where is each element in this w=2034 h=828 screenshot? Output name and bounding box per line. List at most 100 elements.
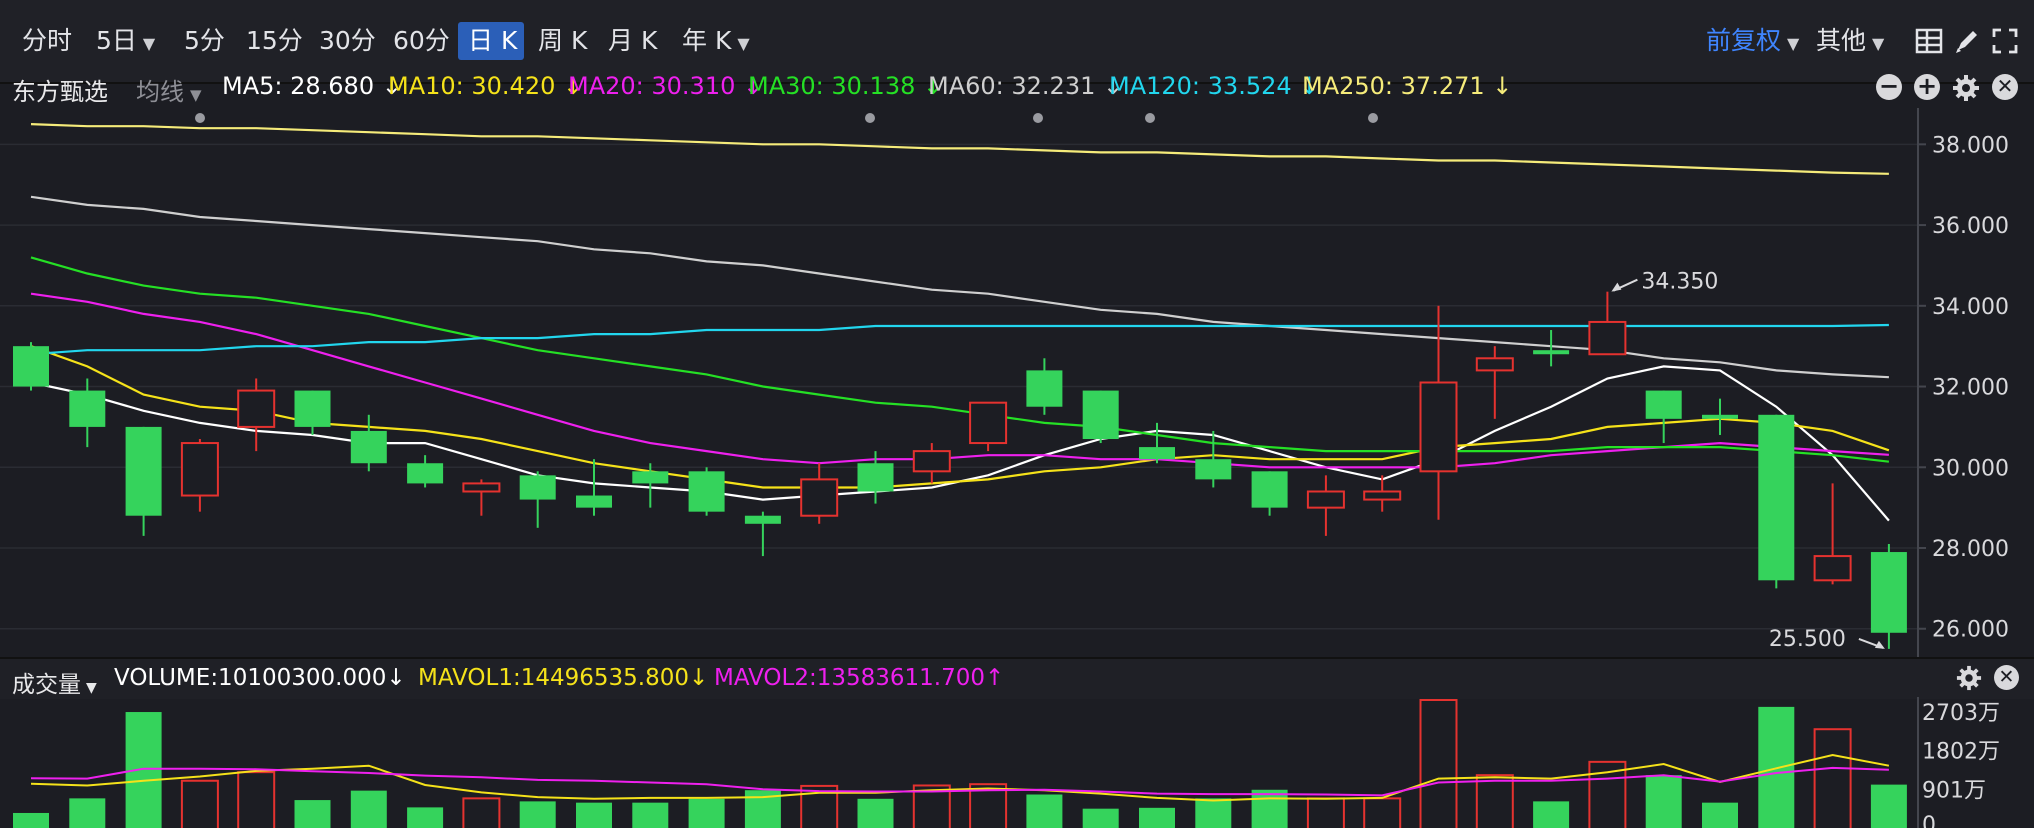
ma20-line xyxy=(30,292,1889,469)
volume-tick-label: 0 xyxy=(1922,813,1936,828)
candle-body xyxy=(125,426,162,516)
ma30-line xyxy=(30,256,1890,463)
volume-tick-label: 2703万 xyxy=(1922,701,2000,726)
close-icon[interactable]: ✕ xyxy=(1992,74,2018,100)
volume-bar xyxy=(1139,807,1175,828)
candle-body xyxy=(1702,414,1738,419)
period-tab-5day[interactable]: 5日 ▼ xyxy=(96,26,156,55)
other-dropdown[interactable]: 其他 ▼ xyxy=(1816,26,1885,55)
volume-bar xyxy=(1306,797,1345,828)
candle xyxy=(1475,346,1514,419)
volume-tick-label: 1802万 xyxy=(1922,740,2000,765)
volume-legend-bar: 成交量 ▼ VOLUME:10100300.000↓ MAVOL1:1449653… xyxy=(0,657,2034,699)
volume-bar xyxy=(576,802,612,828)
y-tick-label: 38.000 xyxy=(1932,133,2009,158)
volume-bar xyxy=(1702,802,1738,828)
mavol2-legend: MAVOL2:13583611.700↑ xyxy=(714,665,1005,691)
event-marker-icon xyxy=(1033,113,1043,123)
adjust-dropdown[interactable]: 前复权 ▼ xyxy=(1706,26,1800,55)
volume-bar xyxy=(688,798,725,828)
candle xyxy=(576,459,612,516)
candle-body xyxy=(1251,471,1288,508)
period-tab-30min[interactable]: 30分 xyxy=(319,26,376,55)
volume-settings-gear-icon[interactable] xyxy=(1956,665,1982,691)
period-toolbar: 分时 5日 ▼ 5分 15分 30分 60分 日 K 周 K 月 K 年 K ▼ 前… xyxy=(0,0,2034,84)
event-marker-icon xyxy=(1368,113,1378,123)
volume-bar xyxy=(1870,784,1907,828)
candle xyxy=(1758,414,1795,589)
candle-body xyxy=(744,515,781,524)
volume-indicator-selector[interactable]: 成交量 ▼ xyxy=(12,672,97,698)
candle-body xyxy=(350,430,387,464)
high-price-label: 34.350 xyxy=(1641,270,1718,295)
pen-draw-icon[interactable] xyxy=(1952,26,1982,56)
volume-bar xyxy=(1533,801,1570,828)
volume-bar xyxy=(1082,808,1119,828)
period-tab-year-k[interactable]: 年 K ▼ xyxy=(682,26,750,55)
candle xyxy=(1588,291,1627,356)
candlestick-chart: 34.350 25.500 26.000 28.000 30.000 32.000 34.… xyxy=(0,108,2009,657)
candle-body xyxy=(1082,390,1119,440)
ma30-legend: MA30: 30.138 ↓ xyxy=(748,72,944,100)
candle xyxy=(1645,390,1682,444)
candle-body xyxy=(800,478,839,517)
volume-close-icon[interactable]: ✕ xyxy=(1994,665,2019,690)
candle xyxy=(125,426,162,536)
candle-body xyxy=(969,401,1008,445)
volume-bar xyxy=(1195,798,1232,828)
chevron-down-icon: ▼ xyxy=(1872,34,1885,53)
period-tab-minute[interactable]: 分时 xyxy=(22,26,73,55)
candle-body xyxy=(1419,381,1458,473)
candle xyxy=(1251,471,1288,516)
chevron-down-icon: ▼ xyxy=(1787,34,1800,53)
candle-body xyxy=(1306,490,1345,509)
period-tab-15min[interactable]: 15分 xyxy=(246,26,303,55)
candle-body xyxy=(1195,459,1232,480)
indicator-selector[interactable]: 均线 ▼ xyxy=(136,78,202,106)
add-icon[interactable]: + xyxy=(1914,74,1940,100)
period-tab-60min[interactable]: 60分 xyxy=(393,26,450,55)
volume-bar xyxy=(1813,728,1852,828)
y-tick-label: 26.000 xyxy=(1932,618,2009,643)
mavol2-line xyxy=(30,766,1889,797)
candle xyxy=(1813,483,1852,585)
layout-grid-icon[interactable] xyxy=(1914,26,1944,56)
candle xyxy=(519,471,556,528)
candle-body xyxy=(912,450,951,473)
y-tick-label: 30.000 xyxy=(1932,456,2009,481)
volume-bar xyxy=(1026,794,1063,828)
minimize-icon[interactable]: − xyxy=(1876,74,1902,100)
chevron-down-icon: ▼ xyxy=(190,86,202,104)
candle xyxy=(1533,330,1570,367)
candle-body xyxy=(576,495,612,508)
volume-bar xyxy=(912,784,951,828)
candle xyxy=(688,467,725,516)
candle xyxy=(407,455,444,488)
y-tick-label: 32.000 xyxy=(1932,376,2009,401)
volume-bar xyxy=(1588,760,1627,828)
candle-body xyxy=(1363,490,1402,501)
ma5-legend: MA5: 28.680 ↓ xyxy=(222,72,402,100)
candle-body xyxy=(237,389,276,428)
candle-body xyxy=(1588,320,1627,356)
chevron-down-icon: ▼ xyxy=(86,680,97,696)
volume-bar xyxy=(69,798,106,828)
y-tick-label: 36.000 xyxy=(1932,214,2009,239)
candle-body xyxy=(632,471,669,484)
volume-bar xyxy=(1645,775,1682,828)
volume-tick-label: 901万 xyxy=(1922,778,1986,803)
candle xyxy=(69,378,106,448)
candle-body xyxy=(462,482,501,493)
volume-bar xyxy=(857,798,894,828)
volume-bar xyxy=(13,812,49,828)
period-tab-week-k[interactable]: 周 K xyxy=(538,26,588,55)
candle-body xyxy=(13,346,49,387)
period-tab-day-k[interactable]: 日 K xyxy=(458,22,524,60)
candle xyxy=(857,451,894,504)
settings-gear-icon[interactable] xyxy=(1952,74,1980,102)
candle xyxy=(1195,430,1232,488)
fullscreen-icon[interactable] xyxy=(1990,26,2020,56)
period-tab-5min[interactable]: 5分 xyxy=(184,26,225,55)
period-tab-month-k[interactable]: 月 K xyxy=(608,26,658,55)
candle xyxy=(744,511,781,557)
